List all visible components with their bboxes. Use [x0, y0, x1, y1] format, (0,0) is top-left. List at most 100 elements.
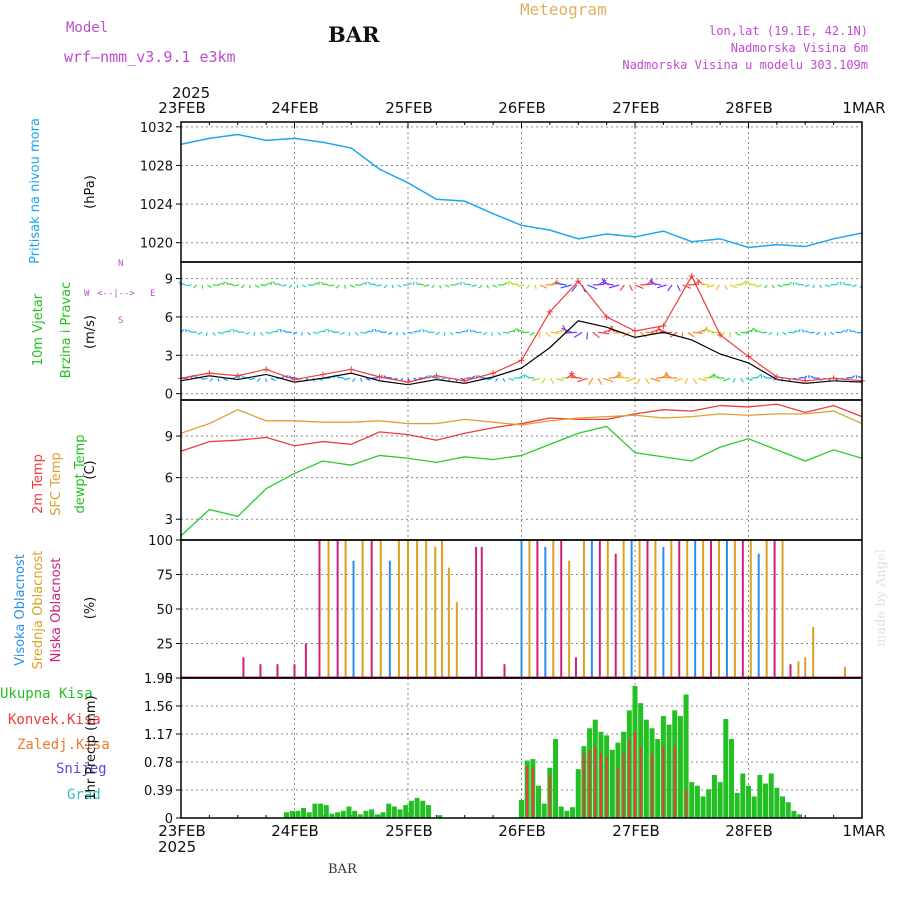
wind-arrow [676, 284, 681, 292]
gust-marker [717, 331, 724, 338]
wind-arrow [798, 376, 804, 379]
total-precip-bar [746, 785, 751, 818]
wind-arrow [732, 378, 736, 383]
total-precip-bar [677, 716, 683, 818]
wind-arrow [650, 282, 662, 286]
total-precip-bar [386, 803, 392, 818]
wind-arrow [715, 284, 720, 290]
convective-precip-bar [526, 766, 529, 818]
wind-arrow [571, 284, 578, 292]
wind-arrow [809, 331, 815, 334]
gust-marker [234, 372, 241, 379]
bottom-tick-label: 28FEB [725, 822, 773, 840]
wind-arrow [750, 327, 755, 333]
wind-arrow [186, 284, 192, 287]
wind-arrow [455, 282, 460, 286]
wind-arrow [376, 284, 382, 287]
wind-arrow [245, 331, 250, 335]
wind-arrow [270, 377, 276, 382]
gust-marker [688, 273, 695, 280]
wind-arrow [386, 376, 393, 379]
wind-arrow [693, 331, 703, 334]
total-precip-bar [284, 812, 290, 818]
total-precip-bar [757, 774, 763, 818]
bottom-tick-label: 26FEB [498, 822, 546, 840]
y-tick-label: 1028 [140, 159, 173, 174]
wind-arrow [745, 329, 753, 333]
wind-arrow [201, 284, 204, 289]
wind-arrow [281, 284, 287, 287]
total-precip-bar [541, 803, 547, 818]
wind-arrow [233, 284, 240, 287]
y-tick-label: 100 [148, 534, 173, 549]
wind-arrow [377, 329, 382, 333]
model-label: Model [66, 20, 109, 36]
wind-arrow [455, 331, 461, 334]
wind-arrow [344, 377, 351, 381]
wind-arrow [418, 283, 424, 286]
wind-arrow [431, 284, 435, 289]
wind-arrow [745, 377, 753, 381]
total-precip-bar [335, 812, 341, 818]
wind-arrow [555, 377, 564, 382]
wind-arrow [323, 328, 327, 333]
wind-arrow [852, 284, 857, 288]
convective-precip-bar [594, 746, 597, 818]
wind-arrow [360, 331, 367, 335]
wind-arrow [320, 281, 324, 286]
bottom-tick-label: 23FEB [158, 822, 206, 840]
wind-arrow [302, 284, 307, 288]
convective-precip-bar [622, 753, 625, 818]
product-title: Meteogram [520, 0, 607, 19]
wind-arrow [288, 284, 293, 289]
wind-arrow [570, 376, 583, 379]
wind-arrow [856, 331, 863, 334]
wind-arrow [407, 282, 413, 286]
top-tick-label: 24FEB [271, 99, 319, 117]
total-precip-bar [380, 812, 386, 818]
wind-arrow [359, 378, 363, 383]
wind-arrow [217, 282, 224, 286]
wind-arrow [184, 328, 187, 333]
total-precip-bar [323, 805, 329, 818]
wind-arrow [209, 377, 214, 382]
gust-marker [632, 328, 638, 334]
y-tick-label: 1.56 [144, 700, 173, 715]
wind-arrow [402, 331, 406, 336]
wind-arrow [292, 331, 298, 335]
wind-arrow [734, 331, 741, 337]
wind-arrow [682, 284, 691, 289]
wind-arrow [764, 284, 768, 289]
total-precip-bar [420, 800, 426, 818]
wind-arrow [673, 377, 683, 382]
wind-arrow [829, 331, 835, 336]
wind-arrow [554, 282, 567, 286]
conv-precip-label: Konvek.Kisa [8, 712, 101, 728]
total-precip-bar [683, 694, 689, 818]
elevation-text: Nadmorska Visina 6m [730, 41, 868, 55]
wind-arrow [619, 284, 625, 291]
wind-arrow [613, 372, 622, 379]
wind-arrow [684, 377, 689, 385]
y-tick-label: 1024 [140, 198, 173, 213]
convective-precip-bar [582, 753, 585, 818]
total-precip-bar [700, 796, 706, 818]
wind-arrow [486, 284, 489, 289]
gust-marker [461, 377, 468, 384]
wind-arrow [439, 377, 446, 381]
wind-arrow [469, 329, 472, 333]
wind-arrow [217, 331, 224, 335]
compass-e: E [150, 289, 156, 299]
total-precip-bar [666, 724, 672, 818]
wind-arrow [592, 331, 600, 339]
wind-arrow [228, 329, 232, 333]
wind-arrow [687, 331, 695, 338]
wind-arrow [626, 377, 636, 382]
wind-arrow [619, 376, 630, 379]
wind-arrow [657, 328, 667, 333]
wind-arrow [413, 330, 419, 333]
wind-arrow [782, 331, 787, 336]
wind-arrow [471, 284, 477, 287]
wind-arrow [640, 283, 651, 286]
wind-arrow [502, 282, 508, 286]
